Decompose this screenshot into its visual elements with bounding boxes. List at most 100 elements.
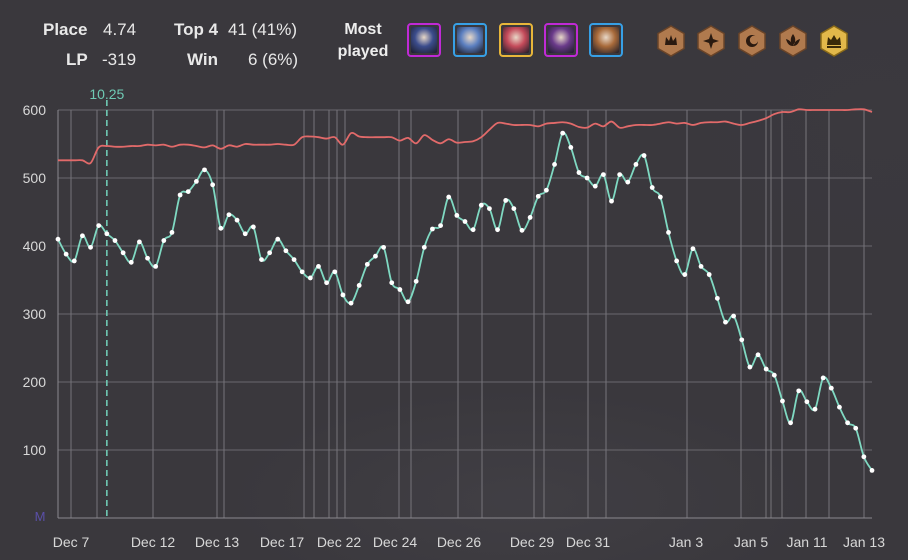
data-point	[812, 406, 818, 412]
data-point	[446, 194, 452, 200]
data-point	[104, 231, 110, 237]
win-value: 6 (6%)	[248, 50, 299, 69]
data-point	[495, 227, 500, 233]
data-point	[145, 255, 150, 261]
data-point	[389, 280, 395, 286]
data-point	[356, 283, 362, 288]
data-point	[820, 375, 826, 381]
crescent-trait-icon[interactable]	[736, 25, 768, 57]
data-point	[185, 189, 191, 195]
data-point	[552, 162, 557, 167]
data-point	[88, 244, 93, 250]
data-point	[340, 292, 346, 298]
y-tick-label: 100	[23, 442, 47, 458]
data-point	[397, 287, 403, 292]
top4-value: 41 (41%)	[228, 20, 297, 39]
data-point	[600, 172, 606, 178]
data-point	[291, 257, 297, 262]
data-point	[739, 337, 745, 343]
data-point	[698, 264, 704, 269]
data-point	[169, 230, 175, 235]
data-point	[747, 364, 753, 370]
data-point	[837, 404, 842, 410]
data-point	[723, 319, 728, 325]
data-point	[649, 185, 655, 190]
data-point	[177, 192, 183, 198]
series-line-teal	[57, 131, 873, 471]
data-point	[283, 248, 289, 254]
data-point	[861, 454, 867, 460]
data-point	[430, 226, 435, 232]
lotus-trait-icon[interactable]	[777, 25, 809, 57]
y-tick-label: 200	[23, 374, 47, 390]
data-point	[137, 239, 142, 245]
champion-portrait-5-icon[interactable]	[589, 23, 623, 57]
data-point	[511, 206, 517, 212]
data-point	[487, 206, 492, 212]
data-point	[788, 420, 793, 426]
patch-marker-label: 10.25	[89, 86, 124, 102]
x-tick-label: Dec 24	[373, 534, 418, 550]
win-label: Win	[187, 50, 219, 69]
data-point	[324, 280, 330, 286]
data-point	[63, 251, 69, 257]
data-point	[609, 198, 614, 204]
x-tick-label: Dec 13	[195, 534, 240, 550]
most-played-label-line2: played	[337, 43, 389, 60]
data-point	[804, 399, 810, 405]
royal-crown-trait-icon[interactable]	[818, 25, 850, 57]
data-point	[405, 299, 411, 305]
data-point	[544, 187, 549, 193]
data-point	[250, 224, 256, 230]
champion-portrait-1-icon[interactable]	[407, 23, 441, 57]
data-point	[161, 238, 167, 243]
data-point	[242, 231, 248, 237]
data-point	[316, 264, 321, 269]
data-point	[226, 212, 232, 218]
data-point	[755, 352, 761, 358]
data-point	[560, 130, 566, 136]
shuriken-trait-icon[interactable]	[695, 25, 727, 57]
data-point	[478, 202, 484, 208]
data-point	[381, 244, 386, 250]
data-point	[373, 253, 378, 259]
data-point	[780, 398, 785, 404]
data-point	[682, 272, 688, 277]
data-point	[71, 258, 77, 264]
data-point	[674, 258, 680, 264]
y-tick-label: 300	[23, 306, 47, 322]
data-point	[535, 193, 541, 199]
data-point	[202, 167, 207, 173]
data-point	[617, 172, 623, 178]
data-point	[55, 236, 61, 242]
x-tick-label: Jan 5	[734, 534, 768, 550]
data-point	[128, 259, 134, 265]
x-tick-label: Jan 13	[843, 534, 885, 550]
data-point	[796, 388, 802, 394]
data-point	[80, 233, 85, 239]
x-tick-label: Dec 7	[53, 534, 90, 550]
data-point	[470, 227, 476, 233]
x-tick-label: Dec 31	[566, 534, 611, 550]
champion-portrait-2-icon[interactable]	[453, 23, 487, 57]
x-tick-label: Dec 26	[437, 534, 482, 550]
data-point	[332, 269, 338, 275]
x-tick-label: Jan 11	[787, 534, 828, 550]
place-value: 4.74	[103, 20, 137, 39]
data-point	[210, 182, 216, 188]
y-tick-label: 400	[23, 238, 47, 254]
series-line-red	[58, 108, 873, 165]
champion-portrait-3-icon[interactable]	[499, 23, 533, 57]
data-point	[519, 227, 525, 233]
x-tick-label: Jan 3	[669, 534, 703, 550]
data-point	[828, 385, 834, 391]
data-point	[307, 275, 313, 281]
lp-value: -319	[102, 50, 137, 69]
data-point	[503, 198, 509, 203]
champion-portrait-4-icon[interactable]	[544, 23, 578, 57]
data-point	[299, 269, 305, 275]
crown-trait-icon[interactable]	[655, 25, 687, 57]
data-point	[527, 215, 533, 220]
